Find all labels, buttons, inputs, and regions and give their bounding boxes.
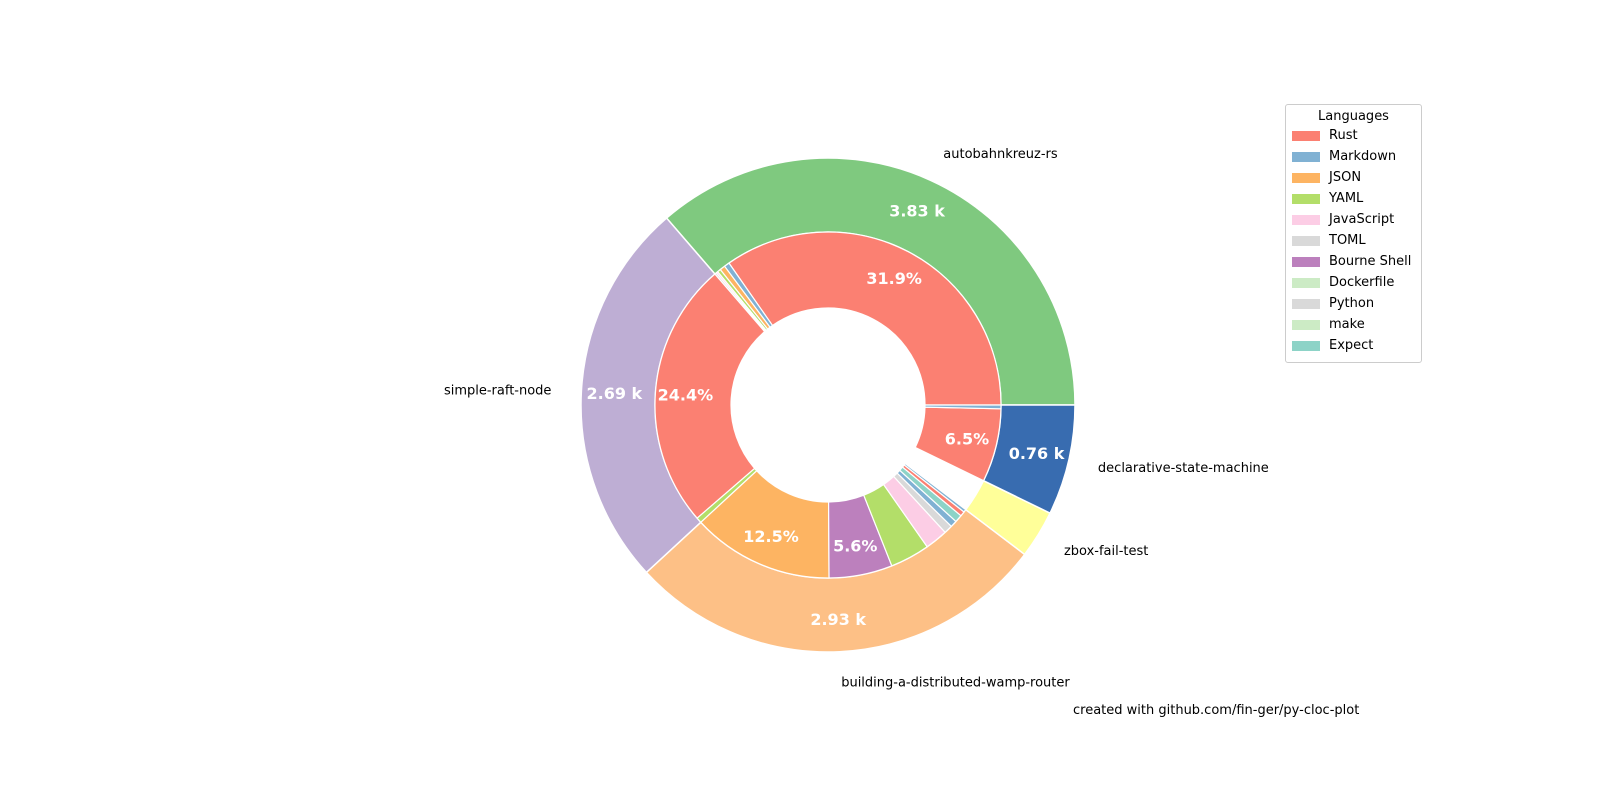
legend-label: Markdown [1329,149,1397,164]
legend-label: JavaScript [1329,212,1395,227]
legend-label: Rust [1329,128,1358,143]
legend: Languages Rust Markdown JSON YAML JavaScript… [1285,104,1422,363]
legend-swatch [1292,298,1320,309]
project-name-label: autobahnkreuz-rs [943,147,1058,162]
inner-slice-building-a-distributed-wamp-router-markdown [903,462,967,513]
outer-value-label: 2.69 k [586,384,642,403]
legend-swatch [1292,235,1320,246]
outer-value-label: 3.83 k [889,201,945,220]
chart-labels: 3.83 k autobahnkreuz-rs 31.9% 2.69 k simple-… [444,147,1269,691]
inner-percent-label: 6.5% [945,430,989,449]
legend-item-rust: Rust [1286,125,1421,146]
legend-item-python: Python [1286,293,1421,314]
legend-swatch [1292,277,1320,288]
legend-swatch [1292,340,1320,351]
legend-label: make [1329,317,1365,332]
inner-percent-label: 31.9% [866,269,922,288]
project-name-label: building-a-distributed-wamp-router [841,676,1070,691]
legend-item-markdown: Markdown [1286,146,1421,167]
inner-percent-label: 12.5% [743,527,799,546]
project-name-label: zbox-fail-test [1064,544,1148,559]
legend-swatch [1292,172,1320,183]
legend-swatch [1292,319,1320,330]
inner-percent-label: 24.4% [658,386,714,405]
legend-label: Dockerfile [1329,275,1395,290]
legend-item-yaml: YAML [1286,188,1421,209]
legend-swatch [1292,214,1320,225]
outer-value-label: 2.93 k [810,610,866,629]
legend-item-bourne-shell: Bourne Shell [1286,251,1421,272]
legend-item-javascript: JavaScript [1286,209,1421,230]
legend-item-make: make [1286,314,1421,335]
legend-label: Bourne Shell [1329,254,1412,269]
legend-label: JSON [1329,170,1362,185]
legend-title: Languages [1318,109,1389,124]
legend-label: TOML [1329,233,1366,248]
legend-swatch [1292,193,1320,204]
project-name-label: simple-raft-node [444,383,552,398]
legend-items: Rust Markdown JSON YAML JavaScript TOML Bourne… [1286,125,1421,356]
legend-swatch [1292,256,1320,267]
inner-ring [654,231,1002,579]
legend-item-toml: TOML [1286,230,1421,251]
legend-item-expect: Expect [1286,335,1421,356]
inner-percent-label: 5.6% [833,536,877,555]
outer-value-label: 0.76 k [1009,444,1065,463]
legend-item-dockerfile: Dockerfile [1286,272,1421,293]
legend-label: Python [1329,296,1375,311]
legend-item-json: JSON [1286,167,1421,188]
project-name-label: declarative-state-machine [1098,461,1269,476]
inner-slice-simple-raft-node-rust [654,273,766,520]
inner-slice-autobahnkreuz-rs-rust [728,231,1002,406]
footer-credit: created with github.com/fin-ger/py-cloc-… [1073,703,1360,718]
inner-slice-declarative-state-machine-markdown [924,404,1002,410]
legend-swatch [1292,130,1320,141]
legend-label: YAML [1329,191,1364,206]
legend-label: Expect [1329,338,1374,353]
legend-swatch [1292,151,1320,162]
